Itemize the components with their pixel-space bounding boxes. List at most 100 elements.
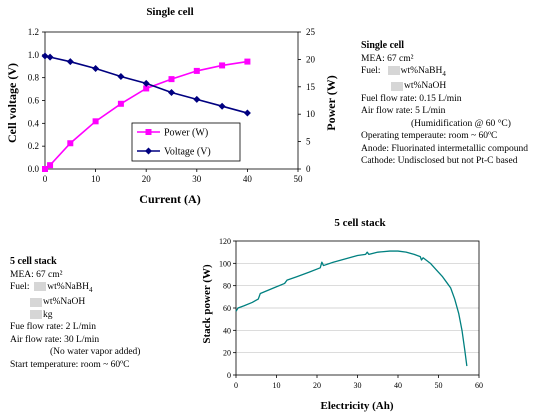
chart2-y-tick-label: 80 [223, 282, 231, 291]
chart1-power-series-line [44, 60, 248, 170]
chart1-y2-tick-label: 5 [306, 137, 311, 147]
chart1-voltage-point [193, 95, 201, 103]
chart2-y-tick-label: 20 [223, 349, 231, 358]
chart1-power-point [42, 166, 48, 172]
chart1-power-point [193, 67, 200, 74]
chart2-y-tick-label: 40 [223, 326, 231, 335]
specs1-mea: MEA: 67 cm² [361, 53, 414, 64]
single-cell-chart: Single cell Cell voltage (V) Power (W) C… [5, 6, 338, 206]
chart1-voltage-point [46, 53, 54, 61]
chart1-y-tick-label: 0.6 [28, 96, 40, 106]
specs2-fuel-a-text: wt%NaBH [47, 282, 89, 292]
chart2-y-tick-label: 0 [227, 371, 231, 380]
chart1-voltage-series-line [44, 55, 248, 114]
chart2-x-axis-label: Electricity (Ah) [321, 400, 394, 412]
chart1-y2-tick-label: 20 [306, 54, 316, 64]
specs2-fuel-c: kg [10, 309, 140, 322]
chart1-voltage-point [218, 102, 226, 110]
chart1-y2-tick-label: 25 [306, 27, 316, 37]
redacted-block [30, 297, 42, 307]
chart1-x-tick-label: 50 [294, 174, 304, 184]
redacted-block [30, 310, 42, 320]
chart2-x-tick-label: 30 [354, 381, 362, 390]
chart1-y-tick-label: 0.0 [28, 164, 40, 174]
chart2-x-tick-label: 40 [394, 381, 402, 390]
chart1-y-axis-label: Cell voltage (V) [5, 63, 19, 143]
specs2-title: 5 cell stack [10, 256, 57, 267]
chart1-y-tick-label: 0.8 [28, 73, 40, 83]
specs2-fuel-a: Fuel: wt%NaBH4 [10, 281, 140, 296]
chart1-voltage-point [66, 58, 74, 66]
specs1-fuel-b: wt%NaOH [361, 80, 528, 93]
chart1-x-tick-label: 40 [243, 174, 253, 184]
stack-chart: 5 cell stack Stack power (W) Electricity… [201, 217, 483, 412]
chart1-y2-tick-label: 15 [306, 82, 316, 92]
chart1-x-axis-label: Current (A) [139, 192, 200, 206]
specs1-cathode: Cathode: Undisclosed but not Pt-C based [361, 156, 518, 167]
specs1-fuel-a: Fuel: wt%NaBH4 [361, 65, 528, 80]
chart1-voltage-point [168, 89, 175, 97]
chart2-power-series-line [235, 250, 468, 367]
chart1-y-tick-label: 0.4 [28, 118, 40, 128]
chart1-x-tick-label: 0 [43, 174, 48, 184]
chart1-voltage-point [92, 65, 100, 73]
chart1-voltage-point [41, 52, 49, 60]
chart1-x-tick-label: 20 [142, 174, 152, 184]
legend-voltage-marker [145, 147, 152, 155]
stack-specs: 5 cell stack MEA: 67 cm² Fuel: wt%NaBH4 … [10, 256, 140, 371]
specs1-humid: (Humidification @ 60 °C) [411, 118, 511, 129]
chart1-y2-tick-label: 0 [306, 164, 311, 174]
specs2-start-temp: Start temperature: room ~ 60ºC [10, 359, 130, 370]
legend-voltage-label: Voltage (V) [164, 147, 211, 158]
specs1-fuel-b-text: wt%NaOH [404, 81, 447, 92]
specs1-op-temp: Operating temperaute: room ~ 60ºC [361, 131, 498, 142]
chart1-voltage-point [142, 79, 150, 87]
chart1-voltage-point [243, 109, 251, 117]
chart2-title: 5 cell stack [334, 217, 386, 229]
chart2-y-tick-label: 60 [223, 304, 231, 313]
chart2-x-tick-label: 10 [273, 381, 281, 390]
legend-power-marker [145, 129, 152, 135]
chart1-legend: Power (W) Voltage (V) [131, 122, 241, 162]
specs2-fuel-flow: Fue flow rate: 2 L/min [10, 322, 97, 333]
chart1-x-tick-label: 10 [91, 174, 101, 184]
redacted-block [34, 282, 47, 292]
specs1-title: Single cell [361, 40, 405, 51]
chart1-voltage-point [117, 73, 125, 81]
specs2-fuel-a-sub: 4 [88, 285, 93, 294]
chart2-y-tick-label: 120 [219, 237, 231, 246]
chart1-power-point [168, 76, 175, 83]
chart1-y-tick-label: 0.2 [28, 141, 39, 151]
specs2-fuel-b: wt%NaOH [10, 296, 140, 309]
specs1-fuel-label: Fuel: [361, 66, 381, 76]
chart2-y-tick-label: 100 [219, 259, 231, 268]
specs1-air-flow: Air flow rate: 5 L/min [361, 106, 446, 117]
specs2-fuel-b-text: wt%NaOH [43, 297, 86, 308]
chart2-x-tick-label: 60 [475, 381, 483, 390]
chart1-power-point [67, 140, 74, 147]
single-cell-specs: Single cell MEA: 67 cm² Fuel: wt%NaBH4 w… [361, 40, 528, 168]
specs2-fuel-c-text: kg [43, 309, 53, 320]
specs2-air-flow: Air flow rate: 30 L/min [10, 334, 100, 345]
legend-power-label: Power (W) [164, 128, 208, 139]
chart1-y-tick-label: 1.0 [28, 50, 40, 60]
chart2-x-tick-label: 20 [313, 381, 321, 390]
redacted-block [387, 66, 400, 76]
specs2-fuel-label: Fuel: [10, 282, 30, 292]
specs1-fuel-a-sub: 4 [442, 69, 446, 78]
specs2-mea: MEA: 67 cm² [10, 269, 63, 280]
specs1-fuel-a-text: wt%NaBH [400, 66, 443, 76]
chart1-power-point [143, 85, 150, 92]
chart2-x-tick-label: 50 [435, 381, 443, 390]
chart1-power-point [244, 58, 251, 65]
redacted-block [391, 81, 403, 91]
chart2-x-tick-label: 0 [234, 381, 238, 390]
chart1-y-tick-label: 1.2 [28, 27, 39, 37]
chart2-y-axis-label: Stack power (W) [201, 264, 213, 344]
chart1-power-point [219, 62, 226, 69]
chart1-x-tick-label: 30 [192, 174, 202, 184]
chart1-power-point [47, 162, 54, 169]
chart1-power-point [117, 100, 124, 107]
chart1-title: Single cell [146, 6, 193, 18]
